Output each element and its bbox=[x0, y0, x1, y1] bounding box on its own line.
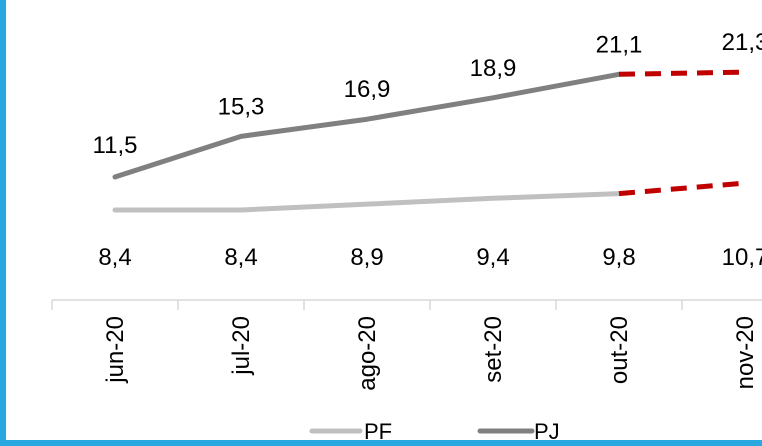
series-projection-pj bbox=[618, 69, 746, 77]
x-tick-label: out-20 bbox=[606, 316, 633, 384]
data-label: 8,9 bbox=[350, 244, 383, 271]
series-line-pf bbox=[112, 191, 622, 213]
data-label: 16,9 bbox=[344, 76, 391, 103]
x-tick-label: ago-20 bbox=[354, 316, 381, 391]
data-label: 9,4 bbox=[476, 244, 509, 271]
data-label: 8,4 bbox=[98, 244, 131, 271]
data-label: 15,3 bbox=[218, 93, 265, 120]
series-line-pj bbox=[112, 71, 622, 180]
x-tick-label: set-20 bbox=[480, 316, 507, 383]
data-label: 10,7 bbox=[722, 244, 762, 271]
data-label: 8,4 bbox=[224, 244, 257, 271]
legend-label-pf: PF bbox=[364, 419, 392, 444]
data-label: 9,8 bbox=[602, 244, 635, 271]
legend-label-pj: PJ bbox=[534, 419, 560, 444]
data-label: 21,1 bbox=[596, 31, 643, 58]
x-tick-label: nov-20 bbox=[732, 316, 759, 389]
data-label: 18,9 bbox=[470, 55, 517, 82]
left-border bbox=[0, 0, 6, 446]
series-projection-pf bbox=[618, 180, 746, 197]
data-label: 21,3 bbox=[722, 29, 762, 56]
x-tick-label: jul-20 bbox=[228, 316, 255, 376]
bottom-border bbox=[0, 440, 762, 446]
data-label: 11,5 bbox=[93, 132, 138, 159]
x-tick-label: jun-20 bbox=[102, 316, 129, 384]
